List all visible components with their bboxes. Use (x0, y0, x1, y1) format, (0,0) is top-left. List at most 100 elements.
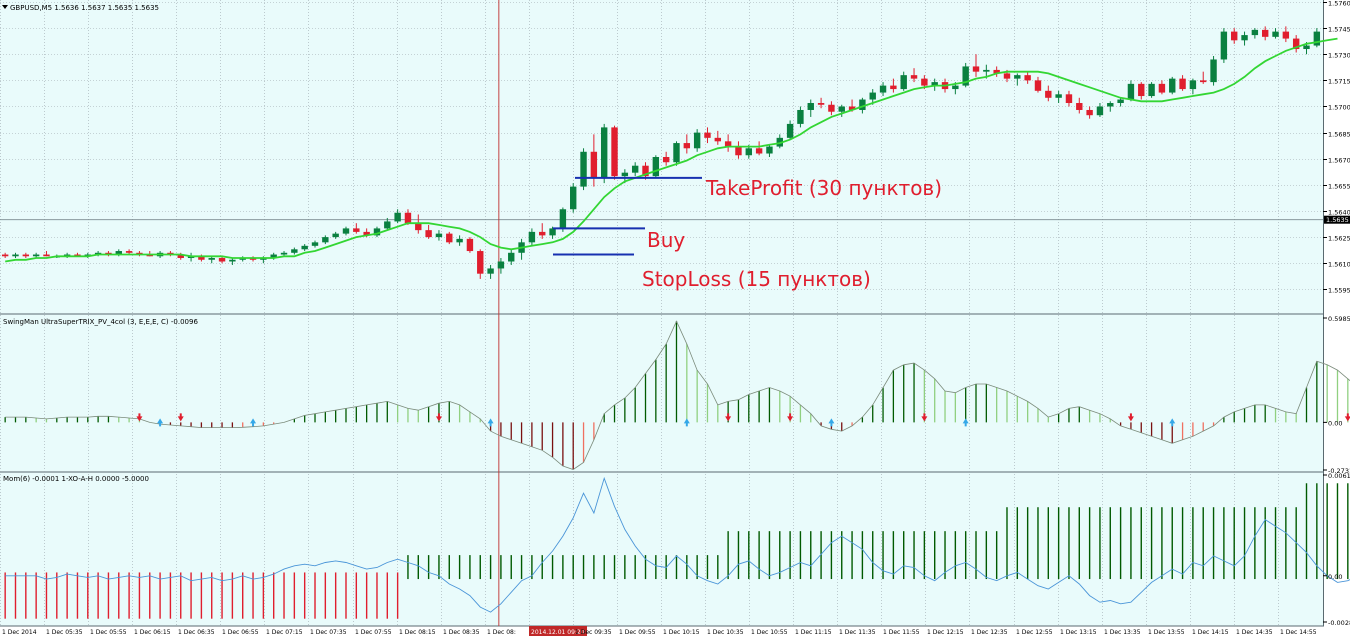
candle[interactable] (12, 252, 19, 259)
candle[interactable] (1169, 76, 1176, 95)
candle[interactable] (1220, 28, 1228, 63)
candle[interactable] (1065, 90, 1073, 107)
candle[interactable] (539, 223, 546, 239)
candle[interactable] (704, 127, 711, 144)
candle[interactable] (1086, 106, 1093, 119)
candle[interactable] (580, 148, 587, 191)
candle[interactable] (600, 123, 608, 184)
candle[interactable] (1292, 35, 1300, 53)
candle[interactable] (972, 54, 980, 77)
sell-arrow-icon[interactable] (136, 413, 143, 422)
candle[interactable] (993, 66, 1000, 77)
candle[interactable] (1179, 75, 1186, 91)
candle[interactable] (425, 224, 432, 239)
candle[interactable] (353, 223, 360, 234)
candle[interactable] (1272, 28, 1279, 39)
sell-arrow-icon[interactable] (787, 413, 794, 422)
momentum-panel[interactable] (4, 476, 1350, 619)
candle[interactable] (611, 125, 618, 180)
candle[interactable] (1200, 71, 1207, 84)
buy-arrow-icon[interactable] (962, 418, 969, 427)
candle[interactable] (1261, 26, 1269, 41)
candle[interactable] (487, 264, 494, 279)
buy-arrow-icon[interactable] (828, 418, 835, 427)
candle[interactable] (435, 230, 443, 241)
candle[interactable] (1055, 90, 1062, 104)
buy-arrow-icon[interactable] (683, 418, 690, 427)
buy-arrow-icon[interactable] (250, 418, 257, 427)
candle[interactable] (1158, 80, 1166, 95)
candle[interactable] (714, 130, 722, 145)
candle[interactable] (1127, 80, 1135, 102)
candle[interactable] (1241, 31, 1248, 46)
candle[interactable] (673, 141, 680, 166)
candle[interactable] (890, 78, 897, 93)
candle[interactable] (1210, 55, 1217, 86)
candle[interactable] (456, 235, 463, 246)
candle[interactable] (910, 68, 918, 83)
candle[interactable] (280, 251, 288, 257)
buy-arrow-icon[interactable] (487, 418, 494, 427)
trix-panel[interactable] (4, 320, 1350, 470)
candle[interactable] (1231, 28, 1238, 44)
candle[interactable] (1024, 71, 1031, 84)
candle[interactable] (342, 226, 350, 236)
candle[interactable] (652, 155, 660, 178)
candle[interactable] (828, 101, 835, 116)
candle[interactable] (786, 120, 794, 140)
candle[interactable] (322, 235, 329, 245)
candle[interactable] (394, 209, 401, 224)
candle[interactable] (311, 240, 319, 248)
candle[interactable] (642, 162, 649, 180)
sell-arrow-icon[interactable] (177, 413, 184, 422)
candle[interactable] (1117, 97, 1124, 107)
candle[interactable] (528, 228, 536, 246)
candle[interactable] (755, 141, 763, 156)
candle[interactable] (797, 106, 804, 128)
candle[interactable] (879, 82, 887, 97)
candle[interactable] (662, 151, 670, 166)
sell-arrow-icon[interactable] (1127, 413, 1134, 422)
candle[interactable] (693, 129, 701, 152)
candle[interactable] (301, 244, 308, 252)
candle[interactable] (1107, 101, 1114, 112)
candle[interactable] (1189, 78, 1197, 95)
candle[interactable] (1282, 26, 1290, 43)
candle[interactable] (766, 144, 773, 157)
candle[interactable] (1014, 73, 1021, 86)
sell-arrow-icon[interactable] (921, 413, 928, 422)
candle[interactable] (735, 141, 742, 159)
candle[interactable] (631, 162, 639, 177)
triangle-down-icon[interactable] (2, 5, 8, 9)
candle[interactable] (43, 251, 50, 257)
sell-arrow-icon[interactable] (435, 413, 442, 422)
candle[interactable] (1045, 85, 1052, 102)
candle[interactable] (208, 256, 215, 264)
candle[interactable] (817, 97, 825, 109)
candle[interactable] (1148, 82, 1155, 98)
candle[interactable] (466, 237, 474, 253)
candle[interactable] (229, 258, 236, 265)
candle[interactable] (477, 249, 484, 279)
candle[interactable] (1313, 28, 1321, 48)
candle[interactable] (1251, 28, 1259, 39)
candle[interactable] (900, 71, 907, 91)
candle[interactable] (1096, 103, 1104, 117)
sell-arrow-icon[interactable] (725, 413, 732, 422)
price-panel[interactable] (0, 0, 1338, 626)
candle[interactable] (373, 226, 381, 238)
sell-arrow-icon[interactable] (1344, 413, 1350, 422)
candle[interactable] (291, 247, 298, 255)
candle[interactable] (1076, 97, 1083, 114)
candle[interactable] (724, 134, 732, 152)
candle[interactable] (497, 258, 505, 274)
candle[interactable] (446, 231, 453, 245)
buy-arrow-icon[interactable] (1169, 418, 1176, 427)
candle[interactable] (570, 183, 577, 213)
candle[interactable] (1034, 76, 1042, 93)
candle[interactable] (683, 134, 691, 154)
candle[interactable] (1138, 82, 1145, 100)
candle[interactable] (22, 252, 30, 259)
